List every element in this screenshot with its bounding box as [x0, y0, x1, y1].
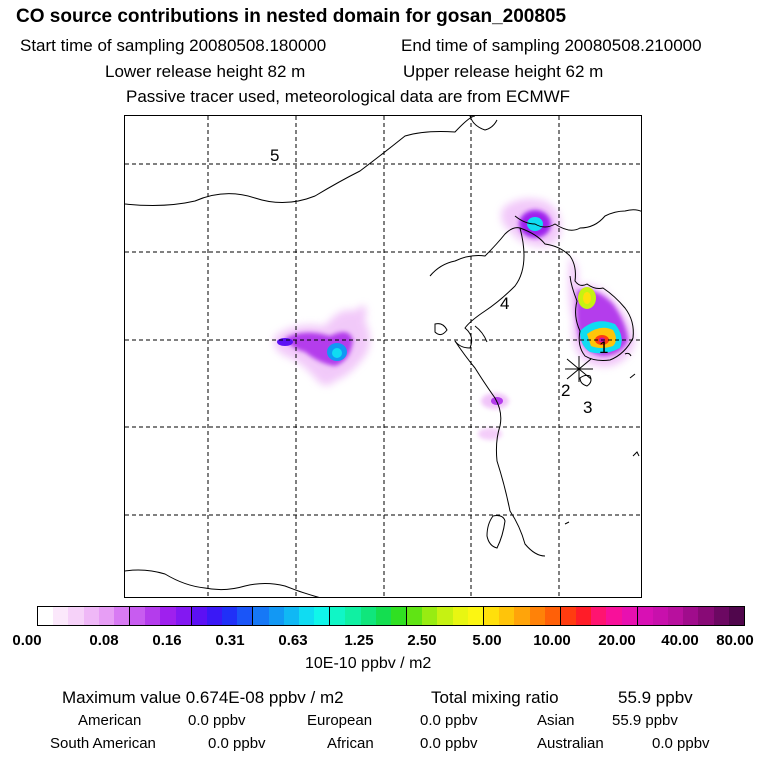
- map-marker-5: 5: [270, 146, 280, 165]
- tracer-note: Passive tracer used, meteorological data…: [126, 87, 571, 106]
- asian-value: 55.9 ppbv: [612, 712, 678, 729]
- colorbar-tick: 2.50: [407, 632, 437, 649]
- map-marker-3: 3: [583, 398, 593, 417]
- colorbar-swatch: [637, 607, 653, 625]
- colorbar-swatch: [38, 607, 54, 625]
- colorbar-swatch: [345, 607, 361, 625]
- map-plot-area: 5 4 1 2 3: [124, 115, 642, 598]
- colorbar-swatch: [145, 607, 161, 625]
- colorbar-tick: 20.00: [598, 632, 636, 649]
- australian-label: Australian: [537, 735, 604, 752]
- colorbar-swatch: [68, 607, 84, 625]
- colorbar-swatch: [283, 607, 299, 625]
- african-label: African: [327, 735, 374, 752]
- colorbar-swatch: [606, 607, 622, 625]
- colorbar-swatch: [222, 607, 238, 625]
- colorbar-swatch: [407, 607, 423, 625]
- colorbar-swatch: [514, 607, 530, 625]
- south-american-value: 0.0 ppbv: [208, 735, 266, 752]
- european-label: European: [307, 712, 373, 729]
- colorbar-tick: 40.00: [661, 632, 699, 649]
- colorbar-swatch: [668, 607, 684, 625]
- colorbar-swatch: [191, 607, 207, 625]
- plume-northeast: [501, 198, 561, 248]
- colorbar-tick: 0.63: [278, 632, 308, 649]
- colorbar-swatch: [268, 607, 284, 625]
- colorbar-swatch: [621, 607, 638, 625]
- colorbar-swatch: [652, 607, 669, 625]
- colorbar-swatch: [360, 607, 376, 625]
- colorbar-tick: 0.16: [152, 632, 182, 649]
- colorbar-swatch: [298, 607, 315, 625]
- plume-inland: [273, 305, 370, 386]
- colorbar-swatch: [713, 607, 729, 625]
- colorbar-swatch: [437, 607, 453, 625]
- colorbar-swatch: [683, 607, 699, 625]
- colorbar-unit: 10E-10 ppbv / m2: [305, 655, 432, 672]
- colorbar-tick: 80.00: [716, 632, 754, 649]
- colorbar-tick: 5.00: [472, 632, 502, 649]
- map-marker-1: 1: [599, 338, 609, 357]
- colorbar-tick: 1.25: [344, 632, 374, 649]
- colorbar-swatch: [576, 607, 592, 625]
- american-value: 0.0 ppbv: [188, 712, 246, 729]
- colorbar-swatch: [160, 607, 176, 625]
- map-svg: [125, 116, 641, 597]
- plume-coast: [478, 393, 509, 440]
- colorbar-swatch: [529, 607, 545, 625]
- colorbar-swatch: [98, 607, 114, 625]
- colorbar-tick: 0.31: [215, 632, 245, 649]
- total-mixing-label: Total mixing ratio: [431, 688, 559, 707]
- colorbar-swatch: [375, 607, 391, 625]
- colorbar-swatch: [175, 607, 192, 625]
- south-american-label: South American: [50, 735, 156, 752]
- chart-title: CO source contributions in nested domain…: [16, 6, 567, 27]
- australian-value: 0.0 ppbv: [652, 735, 710, 752]
- colorbar-swatch: [83, 607, 99, 625]
- receptor-star-icon: [565, 356, 593, 382]
- colorbar-swatch: [237, 607, 254, 625]
- colorbar-swatch: [253, 607, 269, 625]
- colorbar: [37, 606, 745, 626]
- total-mixing-value: 55.9 ppbv: [618, 688, 693, 707]
- colorbar-swatch: [314, 607, 331, 625]
- grid-lines: [125, 116, 641, 597]
- european-value: 0.0 ppbv: [420, 712, 478, 729]
- colorbar-swatch: [467, 607, 484, 625]
- colorbar-tick: 10.00: [533, 632, 571, 649]
- colorbar-swatch: [560, 607, 577, 625]
- end-time-label: End time of sampling 20080508.210000: [401, 36, 702, 55]
- max-value-label: Maximum value 0.674E-08 ppbv / m2: [62, 688, 344, 707]
- map-marker-4: 4: [500, 294, 510, 313]
- colorbar-swatch: [591, 607, 607, 625]
- colorbar-swatch: [330, 607, 346, 625]
- colorbar-swatch: [390, 607, 408, 625]
- upper-height-label: Upper release height 62 m: [403, 62, 604, 81]
- colorbar-swatch: [206, 607, 223, 625]
- plume-peninsula: [569, 256, 635, 367]
- map-marker-2: 2: [561, 381, 571, 400]
- start-time-label: Start time of sampling 20080508.180000: [20, 36, 327, 55]
- colorbar-tick: 0.08: [89, 632, 119, 649]
- african-value: 0.0 ppbv: [420, 735, 478, 752]
- colorbar-swatch: [698, 607, 714, 625]
- colorbar-swatch: [53, 607, 69, 625]
- colorbar-swatch: [499, 607, 515, 625]
- coastlines: [125, 116, 641, 597]
- colorbar-swatch: [452, 607, 468, 625]
- lower-height-label: Lower release height 82 m: [105, 62, 306, 81]
- colorbar-swatch: [728, 607, 744, 625]
- colorbar-swatch: [130, 607, 146, 625]
- american-label: American: [78, 712, 142, 729]
- colorbar-swatch: [422, 607, 438, 625]
- asian-label: Asian: [537, 712, 575, 729]
- colorbar-swatch: [483, 607, 500, 625]
- colorbar-tick: 0.00: [12, 632, 42, 649]
- colorbar-swatch: [113, 607, 131, 625]
- colorbar-swatch: [544, 607, 561, 625]
